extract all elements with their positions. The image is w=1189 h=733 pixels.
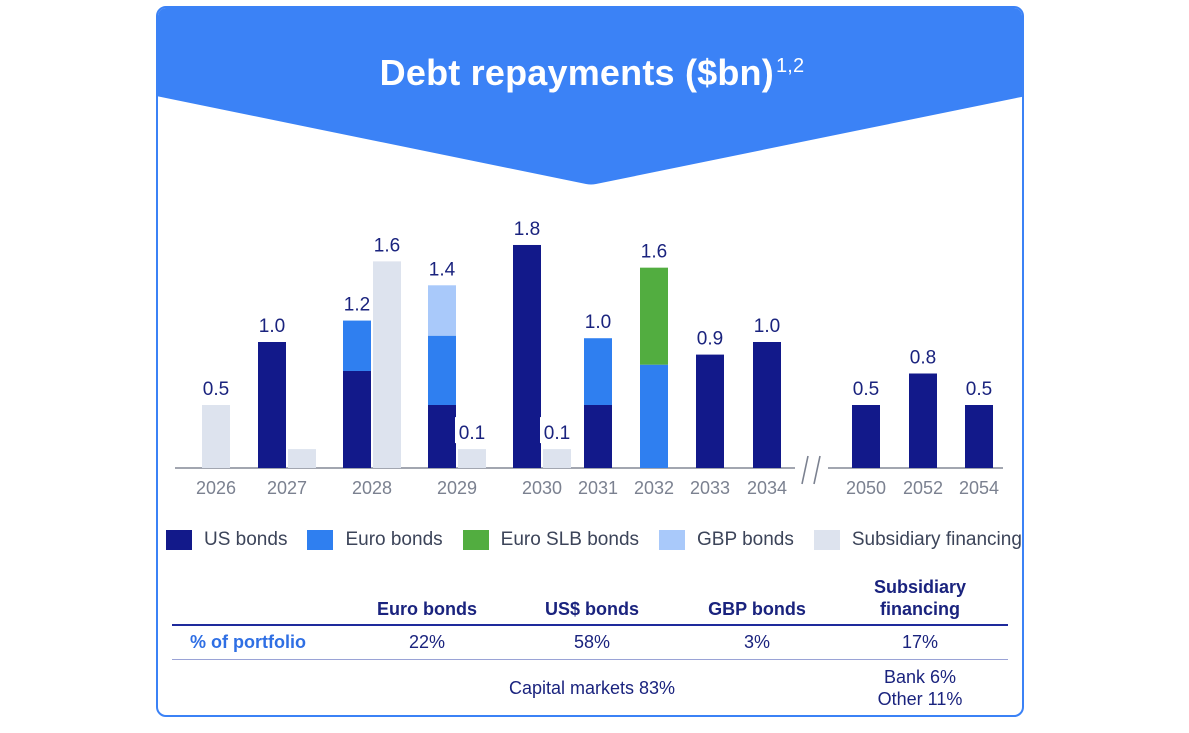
data-label-bg-2030-subsidiary (540, 417, 574, 444)
header-usd-bonds: US$ bonds (544, 599, 639, 619)
percent-of-portfolio-label: % of portfolio (190, 632, 306, 652)
x-tick-label-2029: 2029 (437, 478, 477, 498)
x-tick-label-2054: 2054 (959, 478, 999, 498)
bar-2027-us-bonds (258, 342, 286, 468)
legend-label-euro-bonds: Euro bonds (345, 529, 443, 550)
legend-label-euro-slb-bonds: Euro SLB bonds (500, 529, 640, 550)
data-label-2052-0: 0.8 (910, 348, 936, 369)
legend-swatch-subsidiary-financing (813, 530, 840, 550)
data-label-2029-1: 0.1 (459, 423, 485, 444)
portfolio-table: Euro bonds US$ bonds GBP bonds Subsidiar… (172, 568, 1008, 716)
x-tick-label-2028: 2028 (352, 478, 392, 498)
data-label-2032-0: 1.6 (641, 242, 667, 263)
axis-break-mark-right (813, 455, 821, 485)
bar-2032-euro-slb-bonds (640, 267, 668, 365)
data-label-2030-1: 0.1 (544, 423, 570, 444)
header-empty (172, 568, 352, 625)
bar-2029-gbp-bonds (428, 285, 456, 336)
chart-legend: US bonds Euro bonds Euro SLB bonds GBP b… (166, 529, 1042, 551)
bar-2050-us-bonds (852, 405, 880, 468)
chart-title: Debt repayments ($bn) 1,2 (379, 52, 805, 93)
bar-2029-us-bonds (428, 405, 456, 468)
legend-swatch-euro-slb-bonds (462, 530, 489, 550)
other-share: Other 11% (877, 689, 963, 709)
x-tick-label-2050: 2050 (846, 478, 886, 498)
data-label-2028-1: 1.6 (374, 235, 400, 256)
capital-markets-total: Capital markets 83% (508, 677, 676, 698)
header-gbp-bonds: GBP bonds (708, 599, 806, 619)
legend-swatch-us-bonds (166, 530, 192, 550)
header-euro-bonds: Euro bonds (377, 599, 477, 619)
bar-2052-us-bonds (909, 373, 937, 468)
x-tick-label-2027: 2027 (267, 478, 307, 498)
bar-2027-subsidiary-financing (288, 449, 316, 468)
pct-euro-bonds: 22% (408, 632, 446, 652)
legend-item-euro-bonds: Euro bonds (307, 529, 443, 551)
legend-label-us-bonds: US bonds (204, 529, 288, 550)
bar-2030-subsidiary-financing (543, 449, 571, 468)
bar-2029-subsidiary-financing (458, 449, 486, 468)
legend-label-subsidiary-financing: Subsidiary financing (851, 529, 1022, 550)
bar-2030-us-bonds (513, 244, 541, 468)
title-banner (158, 8, 1022, 185)
bar-2032-euro-bonds (640, 364, 668, 468)
data-label-2054-0: 0.5 (966, 379, 992, 400)
data-label-2050-0: 0.5 (853, 379, 879, 400)
data-label-2030-0: 1.8 (514, 219, 540, 240)
data-label-2029-0: 1.4 (429, 259, 456, 280)
legend-label-gbp-bonds: GBP bonds (697, 529, 794, 550)
legend-swatch-gbp-bonds (659, 530, 686, 550)
data-label-2033-0: 0.9 (697, 329, 723, 350)
data-label-2028-0: 1.2 (344, 295, 370, 316)
market-split-row: Capital markets 83% Bank 6% Other 11% (172, 660, 1008, 717)
bar-2031-euro-bonds (584, 338, 612, 405)
legend-item-us-bonds: US bonds (166, 529, 287, 551)
x-tick-label-2034: 2034 (747, 478, 787, 498)
x-tick-label-2033: 2033 (690, 478, 730, 498)
bar-2034-us-bonds (753, 342, 781, 468)
title-superscript: 1,2 (775, 55, 805, 77)
bar-2029-euro-bonds (428, 335, 456, 405)
x-tick-label-2031: 2031 (578, 478, 618, 498)
debt-repayments-card: Debt repayments ($bn) 1,2 (156, 6, 1024, 717)
bar-2031-us-bonds (584, 405, 612, 468)
bar-2026-subsidiary-financing (202, 405, 230, 468)
pct-gbp-bonds: 3% (743, 632, 770, 652)
legend-item-euro-slb-bonds: Euro SLB bonds (462, 529, 640, 551)
legend-swatch-euro-bonds (307, 530, 334, 550)
bar-2028-euro-bonds (343, 320, 371, 371)
bar-2028-subsidiary-financing (373, 261, 401, 468)
x-tick-label-2052: 2052 (903, 478, 943, 498)
pct-subsidiary-financing: 17% (901, 632, 939, 652)
data-label-2034-0: 1.0 (754, 316, 780, 337)
data-label-bg-2029-subsidiary (455, 417, 489, 444)
pct-usd-bonds: 58% (573, 632, 611, 652)
x-tick-label-2032: 2032 (634, 478, 674, 498)
x-tick-label-2030: 2030 (522, 478, 562, 498)
header-subsidiary-financing: Subsidiary financing (873, 577, 967, 619)
percent-of-portfolio-row: % of portfolio 22% 58% 3% 17% (172, 625, 1008, 660)
bar-2028-us-bonds (343, 370, 371, 468)
legend-item-subsidiary-financing: Subsidiary financing (813, 529, 1022, 551)
bank-share: Bank 6% (883, 667, 957, 687)
axis-break-mark-left (801, 455, 809, 485)
bar-2033-us-bonds (696, 354, 724, 468)
legend-item-gbp-bonds: GBP bonds (659, 529, 794, 551)
portfolio-header-row: Euro bonds US$ bonds GBP bonds Subsidiar… (172, 568, 1008, 625)
market-split-empty (172, 660, 352, 717)
bar-2054-us-bonds (965, 405, 993, 468)
data-label-2026-0: 0.5 (203, 379, 229, 400)
subsidiary-split: Bank 6% Other 11% (832, 660, 1008, 717)
x-tick-label-2026: 2026 (196, 478, 236, 498)
data-label-2031-0: 1.0 (585, 312, 611, 333)
data-label-2027-0: 1.0 (259, 316, 285, 337)
